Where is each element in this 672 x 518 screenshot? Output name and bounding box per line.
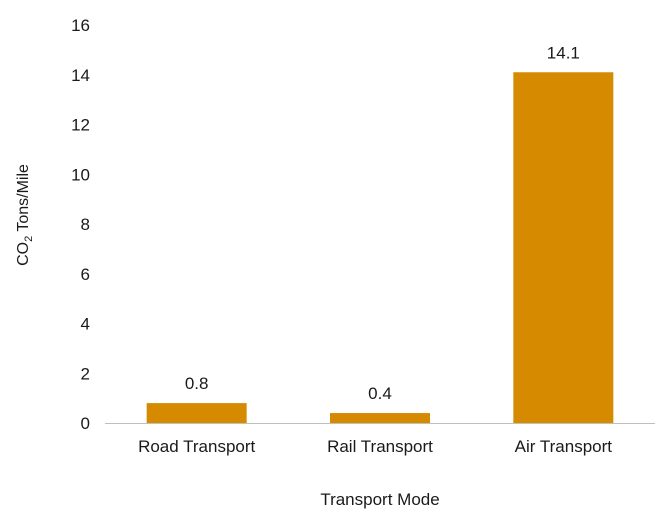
data-label: 0.8: [185, 374, 209, 393]
y-tick-label: 10: [71, 165, 90, 184]
x-tick-label: Air Transport: [515, 437, 613, 456]
bar-rail-transport: [330, 413, 430, 423]
y-axis-title-subscript: 2: [23, 236, 35, 242]
y-tick-label: 16: [71, 16, 90, 35]
y-tick-label: 6: [81, 265, 90, 284]
y-tick-label: 12: [71, 116, 90, 135]
bar-air-transport: [513, 72, 614, 423]
y-tick-label: 14: [71, 66, 90, 85]
y-axis-title-prefix: CO: [15, 242, 32, 266]
data-labels: 0.8 0.4 14.1: [185, 43, 580, 403]
bar-road-transport: [146, 403, 247, 423]
y-tick-label: 2: [81, 364, 90, 383]
y-tick-label: 0: [81, 414, 90, 433]
y-axis-title: CO2 Tons/Mile: [15, 164, 35, 266]
y-tick-label: 8: [81, 215, 90, 234]
x-tick-label: Rail Transport: [327, 437, 433, 456]
y-axis-ticks: 0 2 4 6 8 10 12 14 16: [71, 16, 90, 433]
y-axis-title-suffix: Tons/Mile: [15, 164, 32, 236]
data-label: 0.4: [368, 384, 392, 403]
x-tick-label: Road Transport: [138, 437, 255, 456]
data-label: 14.1: [547, 43, 580, 62]
bars: [146, 72, 614, 423]
y-tick-label: 4: [81, 315, 90, 334]
x-axis-title: Transport Mode: [320, 490, 439, 509]
x-axis-ticks: Road Transport Rail Transport Air Transpor…: [138, 437, 612, 456]
